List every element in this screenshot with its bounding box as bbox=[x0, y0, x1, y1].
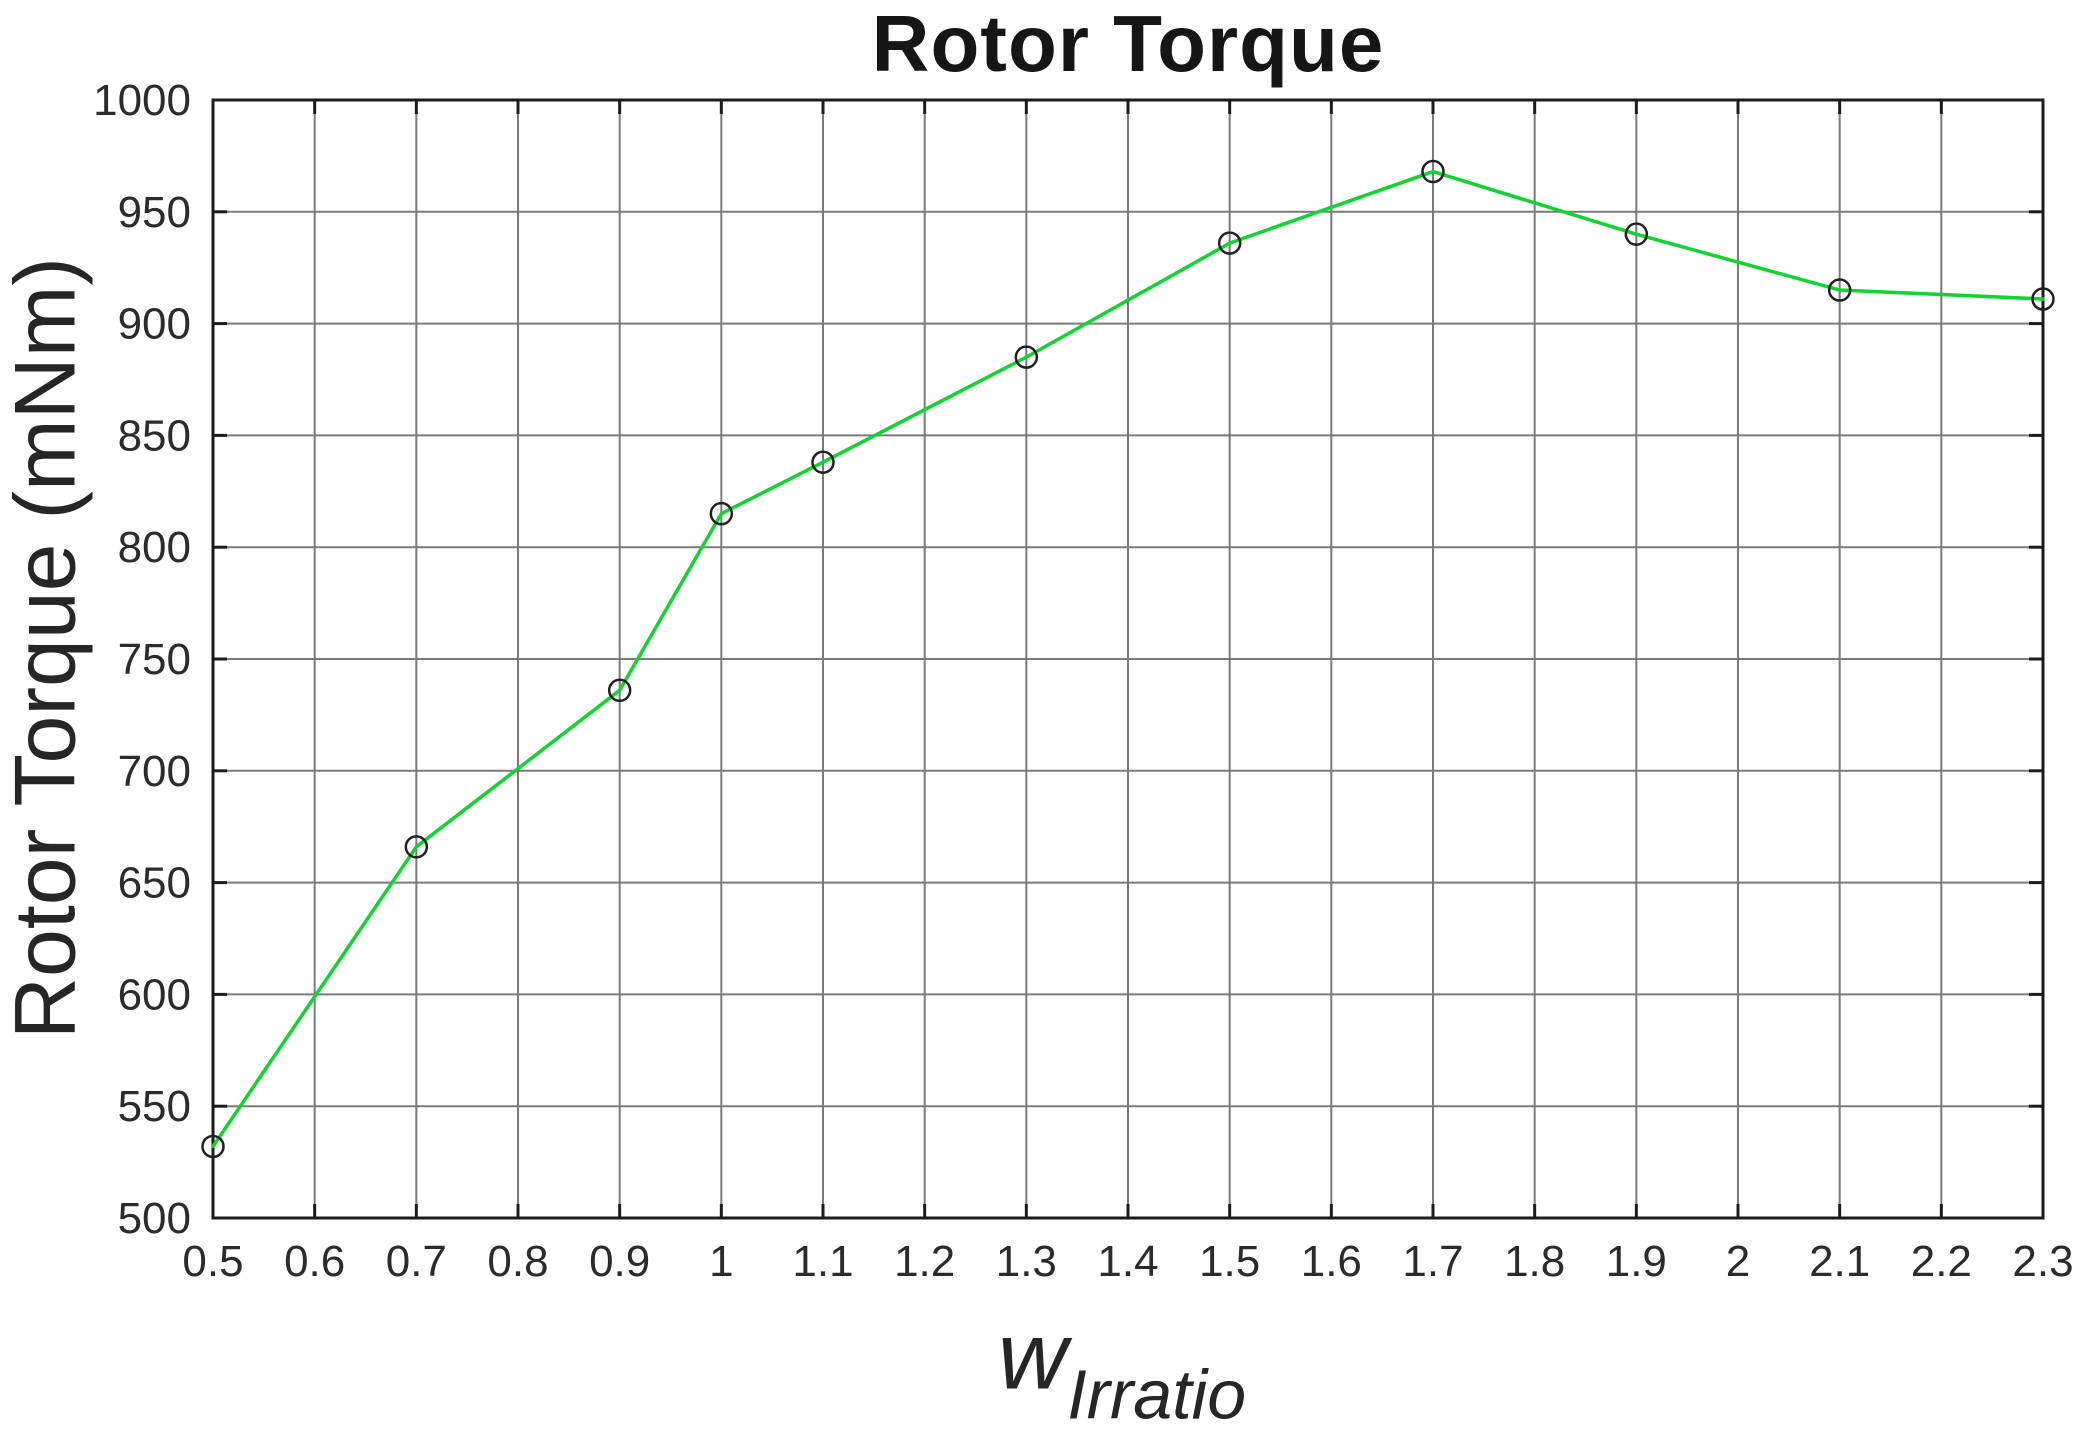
x-tick-label: 1 bbox=[709, 1237, 733, 1286]
x-tick-label: 1.2 bbox=[894, 1237, 955, 1286]
data-point-marker bbox=[1217, 231, 1242, 255]
data-point-marker bbox=[1014, 345, 1039, 369]
y-tick-label: 600 bbox=[118, 970, 191, 1019]
x-tick-label: 2.2 bbox=[1911, 1237, 1972, 1286]
y-tick-label: 550 bbox=[118, 1082, 191, 1131]
data-point-marker bbox=[201, 1134, 225, 1159]
x-tick-label: 1.8 bbox=[1504, 1237, 1565, 1286]
x-tick-label: 1.5 bbox=[1199, 1237, 1260, 1286]
data-point-marker bbox=[1827, 278, 1852, 302]
x-axis-label: wIrratio bbox=[998, 1302, 1246, 1435]
data-point-marker bbox=[2031, 287, 2055, 311]
data-point-marker bbox=[1624, 222, 1649, 246]
y-tick-label: 650 bbox=[118, 859, 191, 908]
x-tick-label: 1.9 bbox=[1606, 1237, 1667, 1286]
y-tick-label: 850 bbox=[118, 411, 191, 460]
x-tick-label: 1.3 bbox=[996, 1237, 1057, 1286]
y-tick-label: 900 bbox=[118, 300, 191, 349]
y-tick-label: 750 bbox=[118, 635, 191, 684]
x-tick-label: 0.9 bbox=[589, 1237, 650, 1286]
x-tick-label: 1.1 bbox=[792, 1237, 853, 1286]
x-tick-label: 1.7 bbox=[1402, 1237, 1463, 1286]
x-axis-label-symbol: w bbox=[997, 1302, 1068, 1410]
y-tick-label: 500 bbox=[118, 1194, 191, 1243]
x-tick-label: 0.8 bbox=[487, 1237, 548, 1286]
data-point-marker bbox=[404, 835, 429, 859]
y-tick-label: 950 bbox=[118, 188, 191, 237]
x-tick-label: 1.4 bbox=[1097, 1237, 1158, 1286]
chart-title: Rotor Torque bbox=[871, 0, 1385, 88]
data-line bbox=[211, 169, 2045, 1149]
x-tick-label: 0.7 bbox=[386, 1237, 447, 1286]
x-tick-label: 0.5 bbox=[182, 1237, 243, 1286]
x-tick-label: 2.1 bbox=[1809, 1237, 1870, 1286]
data-point-marker bbox=[811, 450, 835, 474]
y-tick-label: 800 bbox=[118, 523, 191, 572]
y-tick-label: 700 bbox=[118, 747, 191, 796]
data-point-marker bbox=[607, 678, 632, 703]
y-tick-label: 1000 bbox=[93, 76, 191, 125]
x-axis-label-subscript: Irratio bbox=[1067, 1355, 1247, 1434]
x-tick-label: 1.6 bbox=[1301, 1237, 1362, 1286]
x-tick-label: 0.6 bbox=[284, 1237, 345, 1286]
data-point-marker bbox=[1421, 159, 1445, 184]
x-tick-label: 2 bbox=[1726, 1237, 1750, 1286]
x-tick-label: 2.3 bbox=[2012, 1237, 2073, 1286]
data-point-marker bbox=[709, 501, 734, 526]
